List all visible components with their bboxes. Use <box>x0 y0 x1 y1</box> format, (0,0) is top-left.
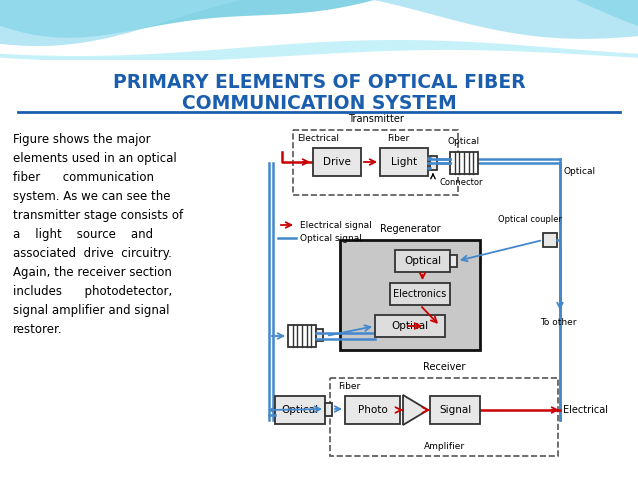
Text: Again, the receiver section: Again, the receiver section <box>13 266 172 279</box>
Bar <box>325 403 332 416</box>
Text: To other: To other <box>540 318 576 327</box>
Bar <box>450 255 457 267</box>
Bar <box>340 240 480 350</box>
Polygon shape <box>0 40 638 62</box>
Bar <box>390 283 450 305</box>
Text: Optical: Optical <box>404 256 441 266</box>
Text: Fiber: Fiber <box>387 134 409 143</box>
Text: Amplifier: Amplifier <box>424 442 464 451</box>
Bar <box>430 396 480 424</box>
Bar <box>288 325 316 347</box>
Text: Light: Light <box>391 157 417 167</box>
Text: Electrical signal: Electrical signal <box>300 220 372 229</box>
Bar <box>275 396 325 424</box>
Bar <box>450 152 478 174</box>
Text: a    light    source    and: a light source and <box>13 228 153 241</box>
Text: Connector: Connector <box>439 178 482 187</box>
Text: Electrical: Electrical <box>297 134 339 143</box>
Text: Optical signal: Optical signal <box>300 233 362 242</box>
Bar <box>293 130 458 195</box>
Text: signal amplifier and signal: signal amplifier and signal <box>13 304 170 317</box>
Text: restorer.: restorer. <box>13 323 63 336</box>
Bar <box>430 156 437 170</box>
Text: Drive: Drive <box>323 157 351 167</box>
Polygon shape <box>0 0 638 46</box>
Text: Figure shows the major: Figure shows the major <box>13 133 151 146</box>
Text: transmitter stage consists of: transmitter stage consists of <box>13 209 183 222</box>
Bar <box>395 250 450 272</box>
Text: COMMUNICATION SYSTEM: COMMUNICATION SYSTEM <box>182 93 456 113</box>
Polygon shape <box>403 395 428 425</box>
Text: system. As we can see the: system. As we can see the <box>13 190 170 203</box>
Text: Regenerator: Regenerator <box>380 224 440 234</box>
Text: Receiver: Receiver <box>423 362 465 372</box>
Text: Transmitter: Transmitter <box>348 114 403 124</box>
Text: associated  drive  circuitry.: associated drive circuitry. <box>13 247 172 260</box>
Text: Optical: Optical <box>564 168 596 176</box>
Bar <box>375 315 445 337</box>
Text: elements used in an optical: elements used in an optical <box>13 152 177 165</box>
Bar <box>330 378 558 456</box>
Bar <box>543 233 557 247</box>
Text: Electrical: Electrical <box>563 405 608 415</box>
Text: Optical coupler: Optical coupler <box>498 215 562 224</box>
Text: Signal: Signal <box>439 405 471 415</box>
Polygon shape <box>0 0 638 38</box>
Text: fiber      communication: fiber communication <box>13 171 154 184</box>
Bar <box>380 148 428 176</box>
Text: PRIMARY ELEMENTS OF OPTICAL FIBER: PRIMARY ELEMENTS OF OPTICAL FIBER <box>113 72 525 91</box>
Text: Electronics: Electronics <box>394 289 447 299</box>
Text: Optical: Optical <box>281 405 318 415</box>
Text: includes      photodetector,: includes photodetector, <box>13 285 172 298</box>
Bar <box>316 329 323 341</box>
Bar <box>345 396 400 424</box>
Text: Fiber: Fiber <box>338 382 360 391</box>
Text: Photo: Photo <box>358 405 387 415</box>
Bar <box>0 60 638 479</box>
Text: Optical: Optical <box>392 321 429 331</box>
Text: Optical: Optical <box>448 137 480 146</box>
Bar <box>313 148 361 176</box>
